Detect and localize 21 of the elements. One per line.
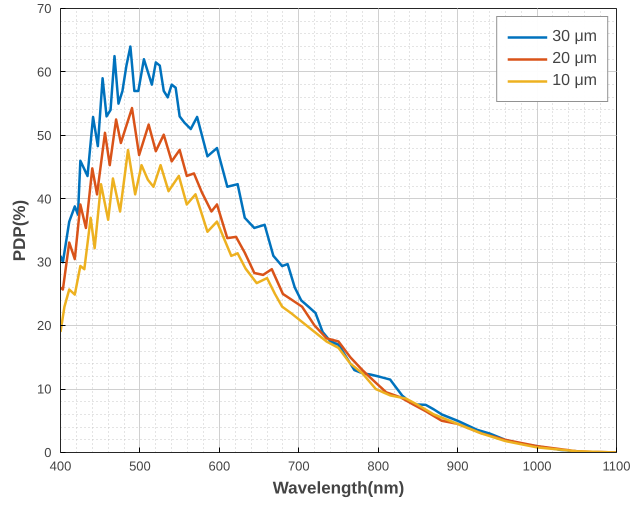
x-tick-label: 600 [208,458,230,474]
x-tick-label: 500 [129,458,151,474]
y-tick-label: 0 [44,445,52,460]
y-axis-title: PDP(%) [10,200,30,262]
legend-label: 30 μm [552,28,597,46]
y-tick-label: 60 [37,64,52,80]
y-tick-label: 70 [37,1,52,16]
legend-label: 20 μm [552,50,597,68]
x-tick-label: 1100 [602,458,630,474]
x-tick-label: 700 [288,458,310,474]
x-tick-label: 800 [367,458,390,474]
y-tick-label: 30 [37,254,52,270]
y-tick-label: 10 [37,382,52,397]
y-tick-label: 20 [37,318,52,334]
y-tick-label: 50 [37,128,52,143]
y-tick-label: 40 [37,191,52,206]
x-axis-title: Wavelength(nm) [272,478,404,498]
x-tick-label: 1000 [522,458,552,474]
x-tick-label: 900 [446,458,468,474]
legend-label: 10 μm [552,72,597,90]
x-tick-label: 400 [50,458,72,474]
